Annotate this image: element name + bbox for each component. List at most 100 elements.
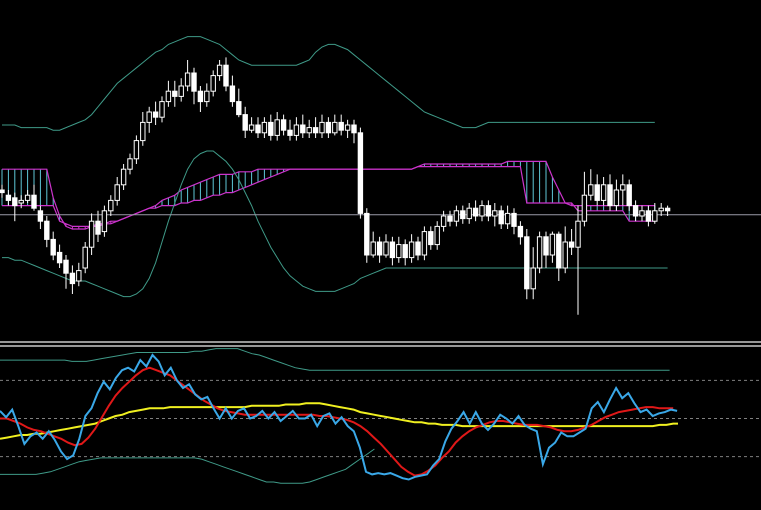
candle-body-bear	[268, 121, 274, 136]
candle-body-bear	[351, 124, 357, 134]
candle	[472, 200, 479, 222]
candle-body-bear	[44, 220, 50, 240]
candle	[434, 221, 440, 250]
candle	[216, 60, 223, 81]
candle	[517, 221, 524, 245]
candle	[165, 80, 172, 107]
candle	[133, 135, 140, 164]
candle	[210, 70, 216, 97]
candle	[280, 114, 287, 136]
candle-body-bull	[274, 119, 280, 136]
candle	[504, 205, 511, 229]
candle	[50, 231, 56, 261]
candle	[114, 177, 120, 206]
candle	[101, 205, 108, 237]
candle	[639, 205, 645, 222]
candle	[255, 117, 261, 138]
candle-body-bear	[300, 124, 306, 134]
candle	[268, 114, 274, 141]
candle-body-bull	[82, 246, 88, 269]
candle	[664, 205, 671, 216]
candle-body-bull	[421, 231, 428, 256]
candle-body-bear	[255, 124, 261, 134]
candle-body-bull	[581, 194, 588, 222]
candle	[152, 101, 159, 125]
candle-body-bear	[287, 129, 293, 136]
candle-body-bull	[600, 184, 607, 201]
candle-body-bear	[63, 259, 69, 274]
candle-body-bull	[408, 241, 415, 259]
candle-body-bull	[434, 225, 440, 246]
candle-body-bear	[229, 85, 236, 103]
candle	[319, 114, 325, 138]
candle	[511, 208, 517, 235]
candle	[543, 231, 549, 268]
candle	[242, 106, 248, 138]
candle	[645, 205, 652, 227]
candle-body-bear	[517, 225, 524, 238]
candle-body-bear	[556, 233, 562, 269]
oscillator-line	[0, 353, 678, 481]
candle	[575, 205, 581, 315]
oscillator-band-upper	[0, 348, 670, 371]
candle-body-bull	[140, 121, 146, 142]
candle	[492, 203, 498, 227]
candle	[594, 174, 600, 206]
candle-body-bull	[620, 184, 626, 191]
candle-body-bull	[127, 158, 133, 170]
ichimoku-span-b	[2, 166, 655, 227]
candle	[613, 179, 620, 211]
candle	[357, 127, 364, 219]
candle	[652, 203, 658, 224]
candle	[338, 114, 344, 136]
candle-body-bear	[50, 238, 56, 256]
candle	[460, 205, 466, 224]
candle	[364, 208, 370, 263]
candle	[236, 88, 242, 118]
candle-body-bull	[261, 121, 268, 134]
candle	[44, 216, 50, 248]
candle	[607, 174, 613, 211]
candle-body-bear	[325, 121, 332, 134]
candle	[428, 226, 434, 250]
bollinger-upper	[2, 36, 655, 131]
candle	[383, 234, 389, 258]
candle	[389, 236, 396, 266]
candle	[31, 184, 37, 211]
candle	[178, 78, 184, 102]
candle-body-bear	[664, 207, 671, 212]
candle-body-bull	[306, 127, 312, 134]
candle-body-bull	[383, 241, 389, 256]
candle	[402, 239, 408, 266]
candle-body-bear	[95, 220, 101, 235]
candle	[63, 255, 69, 289]
candle-body-bull	[466, 207, 472, 220]
candle	[204, 83, 210, 107]
candle-body-bear	[0, 189, 5, 194]
candle	[632, 200, 639, 222]
candle-body-bear	[524, 236, 530, 290]
candle-body-bull	[293, 124, 300, 136]
candle-body-bear	[37, 210, 44, 222]
candle	[415, 236, 421, 261]
candle	[300, 114, 306, 138]
candle-body-bear	[447, 215, 453, 222]
candle	[5, 190, 12, 206]
candle-body-bear	[376, 241, 383, 256]
candle	[524, 229, 530, 300]
candle-body-bull	[639, 210, 645, 217]
candle-body-bull	[396, 244, 402, 259]
candle-body-bear	[223, 64, 229, 87]
candle-body-bear	[607, 184, 613, 207]
candle-body-bear	[338, 121, 344, 131]
candle	[396, 236, 402, 263]
candle-body-bear	[543, 236, 549, 256]
candle-body-bear	[511, 212, 517, 227]
candle	[530, 247, 536, 300]
candle	[120, 164, 127, 190]
candle	[108, 195, 114, 216]
candle-body-bull	[504, 212, 511, 225]
candle-body-bear	[197, 90, 204, 103]
candle	[184, 60, 191, 92]
